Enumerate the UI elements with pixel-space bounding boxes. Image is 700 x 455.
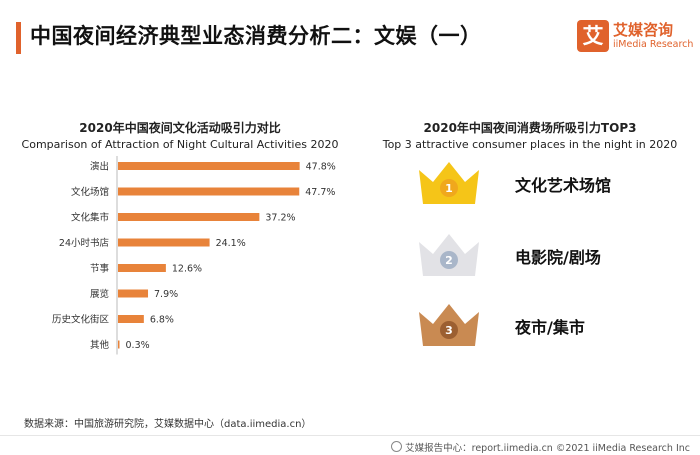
bar-category-label: 24小时书店 (59, 237, 109, 249)
data-source-note: 数据来源：中国旅游研究院，艾媒数据中心（data.iimedia.cn） (24, 419, 312, 430)
rank-item-1: 1 文化艺术场馆 (405, 158, 665, 218)
brand-logo-icon: 艾 (577, 20, 609, 52)
bar-value-label: 47.7% (305, 187, 335, 198)
crown-rank-number: 1 (445, 182, 453, 195)
crown-medal (440, 251, 458, 269)
footer-text: 艾媒报告中心：report.iimedia.cn ©2021 iiMedia R… (405, 443, 690, 454)
gold-crown-icon: 1 (419, 162, 479, 204)
title-accent-bar (16, 22, 21, 54)
bar-value-label: 7.9% (154, 289, 178, 300)
bar-value-label: 24.1% (216, 238, 246, 249)
bar-chart: 演出 47.8% 文化场馆 47.7% 文化集市 37.2% 24小时书店 24.1% 节事 12… (52, 156, 336, 355)
crown-medal (440, 321, 458, 339)
bar-category-label: 其他 (90, 339, 110, 351)
bar-category-label: 文化集市 (71, 212, 110, 224)
bar-category-label: 演出 (90, 161, 109, 173)
bar-category-label: 文化场馆 (71, 186, 109, 198)
bar-value-label: 6.8% (150, 315, 174, 326)
rank-label-1: 文化艺术场馆 (515, 176, 612, 195)
brand-name: 艾媒咨询 (613, 21, 674, 39)
bar-value-label: 37.2% (265, 213, 295, 224)
crown-rank-number: 3 (445, 324, 453, 337)
bar-value-label: 0.3% (126, 340, 150, 351)
bar (118, 340, 120, 349)
rank-label-3: 夜市/集市 (515, 318, 585, 337)
page-title: 中国夜间经济典型业态消费分析二：文娱（一） (30, 24, 482, 48)
footer-divider (0, 435, 700, 436)
brand-subtitle: iiMedia Research (613, 39, 694, 50)
rank-label-2: 电影院/剧场 (515, 248, 601, 267)
crown-medal (440, 179, 458, 197)
silver-crown-icon: 2 (419, 234, 479, 276)
bar-chart-title: 2020年中国夜间文化活动吸引力对比 (79, 121, 281, 135)
brand-logo-block: 艾 艾媒咨询 iiMedia Research (577, 20, 693, 54)
bronze-crown-icon: 3 (419, 304, 479, 346)
footer-credit: 艾媒报告中心：report.iimedia.cn ©2021 iiMedia R… (391, 440, 690, 454)
bar (118, 289, 149, 298)
bar-value-label: 47.8% (306, 162, 336, 173)
bar (118, 162, 300, 170)
crown-rank-number: 2 (445, 254, 453, 267)
report-center-icon (391, 441, 403, 452)
bar (118, 264, 166, 272)
bar (118, 315, 144, 323)
bar-chart-subtitle: Comparison of Attraction of Night Cultur… (21, 138, 339, 151)
bar (118, 213, 260, 221)
bar-category-label: 历史文化街区 (52, 314, 110, 326)
top3-title: 2020年中国夜间消费场所吸引力TOP3 (423, 121, 637, 135)
bar (118, 238, 210, 247)
bar (118, 187, 300, 196)
top3-subtitle: Top 3 attractive consumer places in the … (382, 138, 678, 151)
rank-item-3: 3 夜市/集市 (405, 300, 665, 360)
bar-category-label: 节事 (90, 263, 110, 275)
rank-item-2: 2 电影院/剧场 (405, 230, 665, 290)
bar-value-label: 12.6% (172, 264, 202, 275)
bar-category-label: 展览 (90, 288, 109, 300)
